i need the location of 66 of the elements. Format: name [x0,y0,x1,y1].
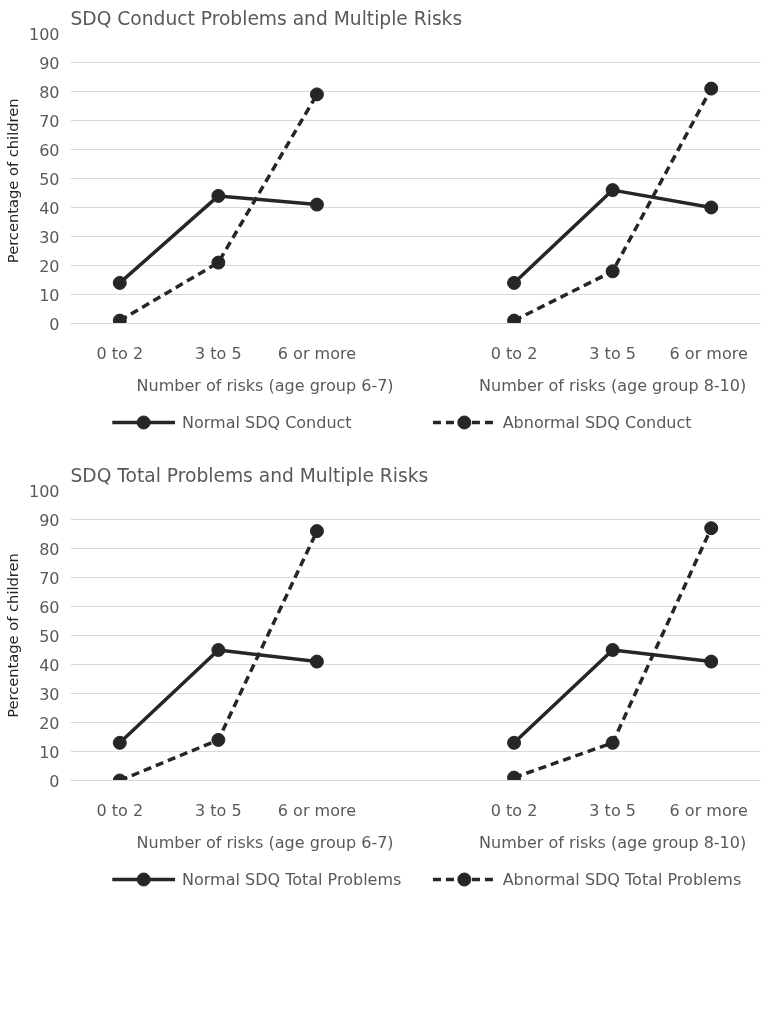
x-tick-label: 0 to 2 [490,800,538,820]
legend-label: Normal SDQ Total Problems [182,870,402,889]
point [112,275,127,290]
x-tick-label: 3 to 5 [195,343,242,363]
point [704,81,719,96]
y-tick-label: 10 [39,742,60,762]
y-tick-label: 70 [39,111,60,131]
point [211,255,226,270]
point [309,654,324,669]
x-tick-label: 3 to 5 [195,800,242,820]
point [309,197,324,212]
y-tick-label: 80 [39,539,60,559]
y-tick-label: 50 [39,626,60,646]
text: Number of risks (age group 8-10) [479,832,747,852]
text: Number of risks (age group 6-7) [136,832,394,852]
point [309,524,324,539]
y-tick-label: 40 [39,198,60,218]
y-tick-label: 60 [39,140,60,160]
point [507,275,522,290]
point [605,643,620,657]
y-tick-label: 20 [39,713,60,733]
chart-title: SDQ Conduct Problems and Multiple Risks [70,7,463,29]
x-tick-label: 0 to 2 [490,343,538,363]
y-tick-label: 70 [39,568,60,588]
y-tick-label: 50 [39,169,60,189]
x-tick-label: 6 or more [669,800,748,820]
point [605,183,620,198]
x-tick-label: 3 to 5 [589,343,636,363]
point [309,87,324,102]
x-tick-label: 6 or more [277,343,357,363]
legend-label: Abnormal SDQ Conduct [502,413,692,432]
text: Number of risks (age group 6-7) [136,375,394,395]
y-tick-label: 30 [39,684,60,704]
legend-label: Normal SDQ Conduct [182,413,352,432]
point [704,521,719,536]
y-tick-label: 10 [39,285,60,305]
point [507,735,522,750]
y-axis-title: Percentage of children [3,553,21,718]
y-axis-title: Percentage of children [3,98,21,264]
y-tick-label: 0 [49,314,60,334]
point [704,654,719,669]
point [704,200,719,215]
y-tick-label: 20 [39,256,60,276]
x-tick-label: 0 to 2 [96,800,144,820]
x-tick-label: 6 or more [669,343,748,363]
legend-label: Abnormal SDQ Total Problems [502,870,742,889]
y-tick-label: 90 [39,53,60,73]
x-tick-label: 3 to 5 [589,800,636,820]
y-tick-label: 90 [39,510,60,530]
x-tick-label: 0 to 2 [96,343,144,363]
point [211,188,226,203]
point [605,264,620,279]
y-tick-label: 100 [28,481,60,501]
point [211,643,226,657]
y-tick-label: 40 [39,655,60,675]
text: Number of risks (age group 8-10) [479,375,747,395]
y-tick-label: 0 [49,771,60,791]
chart-title: SDQ Total Problems and Multiple Risks [70,464,429,486]
point [112,735,127,750]
y-tick-label: 30 [39,227,60,247]
y-tick-label: 100 [28,24,60,44]
x-tick-label: 6 or more [277,800,357,820]
y-tick-label: 60 [39,597,60,617]
point [211,732,226,747]
point [605,735,620,750]
y-tick-label: 80 [39,82,60,102]
